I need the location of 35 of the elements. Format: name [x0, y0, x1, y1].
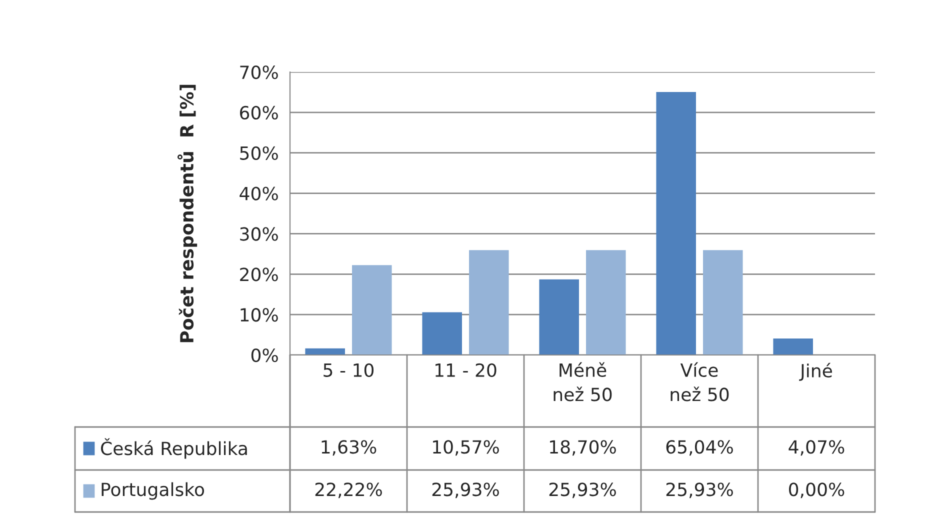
x-tick-label: Méně než 50 [554, 362, 612, 402]
x-tick-label: Více než 50 [670, 362, 729, 402]
data-label: 18,70% [550, 440, 616, 456]
data-label: 10,57% [433, 440, 499, 456]
y-tick-label: 70% [240, 65, 278, 80]
bar [422, 312, 462, 355]
x-tick-label: Jiné [799, 362, 832, 381]
bar [352, 265, 392, 355]
legend-label: Portugalsko [102, 482, 204, 500]
y-tick-label: 10% [240, 308, 278, 322]
y-tick-label: 0% [251, 348, 278, 362]
y-tick-label: 20% [240, 268, 278, 282]
x-tick-label: 11 - 20 [436, 363, 496, 377]
data-label: 1,63% [322, 440, 376, 456]
data-label: 25,93% [432, 482, 499, 498]
bar [586, 250, 626, 355]
y-tick-label: 60% [240, 106, 278, 120]
x-tick-label: 5 - 10 [324, 363, 374, 377]
y-tick-label: 50% [240, 146, 278, 160]
y-tick-label: 40% [240, 186, 278, 200]
bar [703, 250, 743, 355]
bar [773, 338, 813, 355]
data-label: 22,22% [315, 482, 382, 498]
legend-label: Česká Republika [101, 438, 247, 459]
bar [469, 250, 509, 355]
data-label: 4,07% [788, 440, 844, 456]
data-label: 65,04% [666, 440, 733, 456]
data-label: 0,00% [789, 482, 844, 498]
bar [305, 348, 345, 355]
y-axis-title: Počet respondentů R [%] [177, 84, 198, 342]
bar [539, 279, 579, 355]
y-tick-label: 30% [240, 227, 278, 241]
data-label: 25,93% [549, 482, 616, 498]
data-label: 25,93% [666, 482, 733, 498]
bar [656, 92, 696, 355]
